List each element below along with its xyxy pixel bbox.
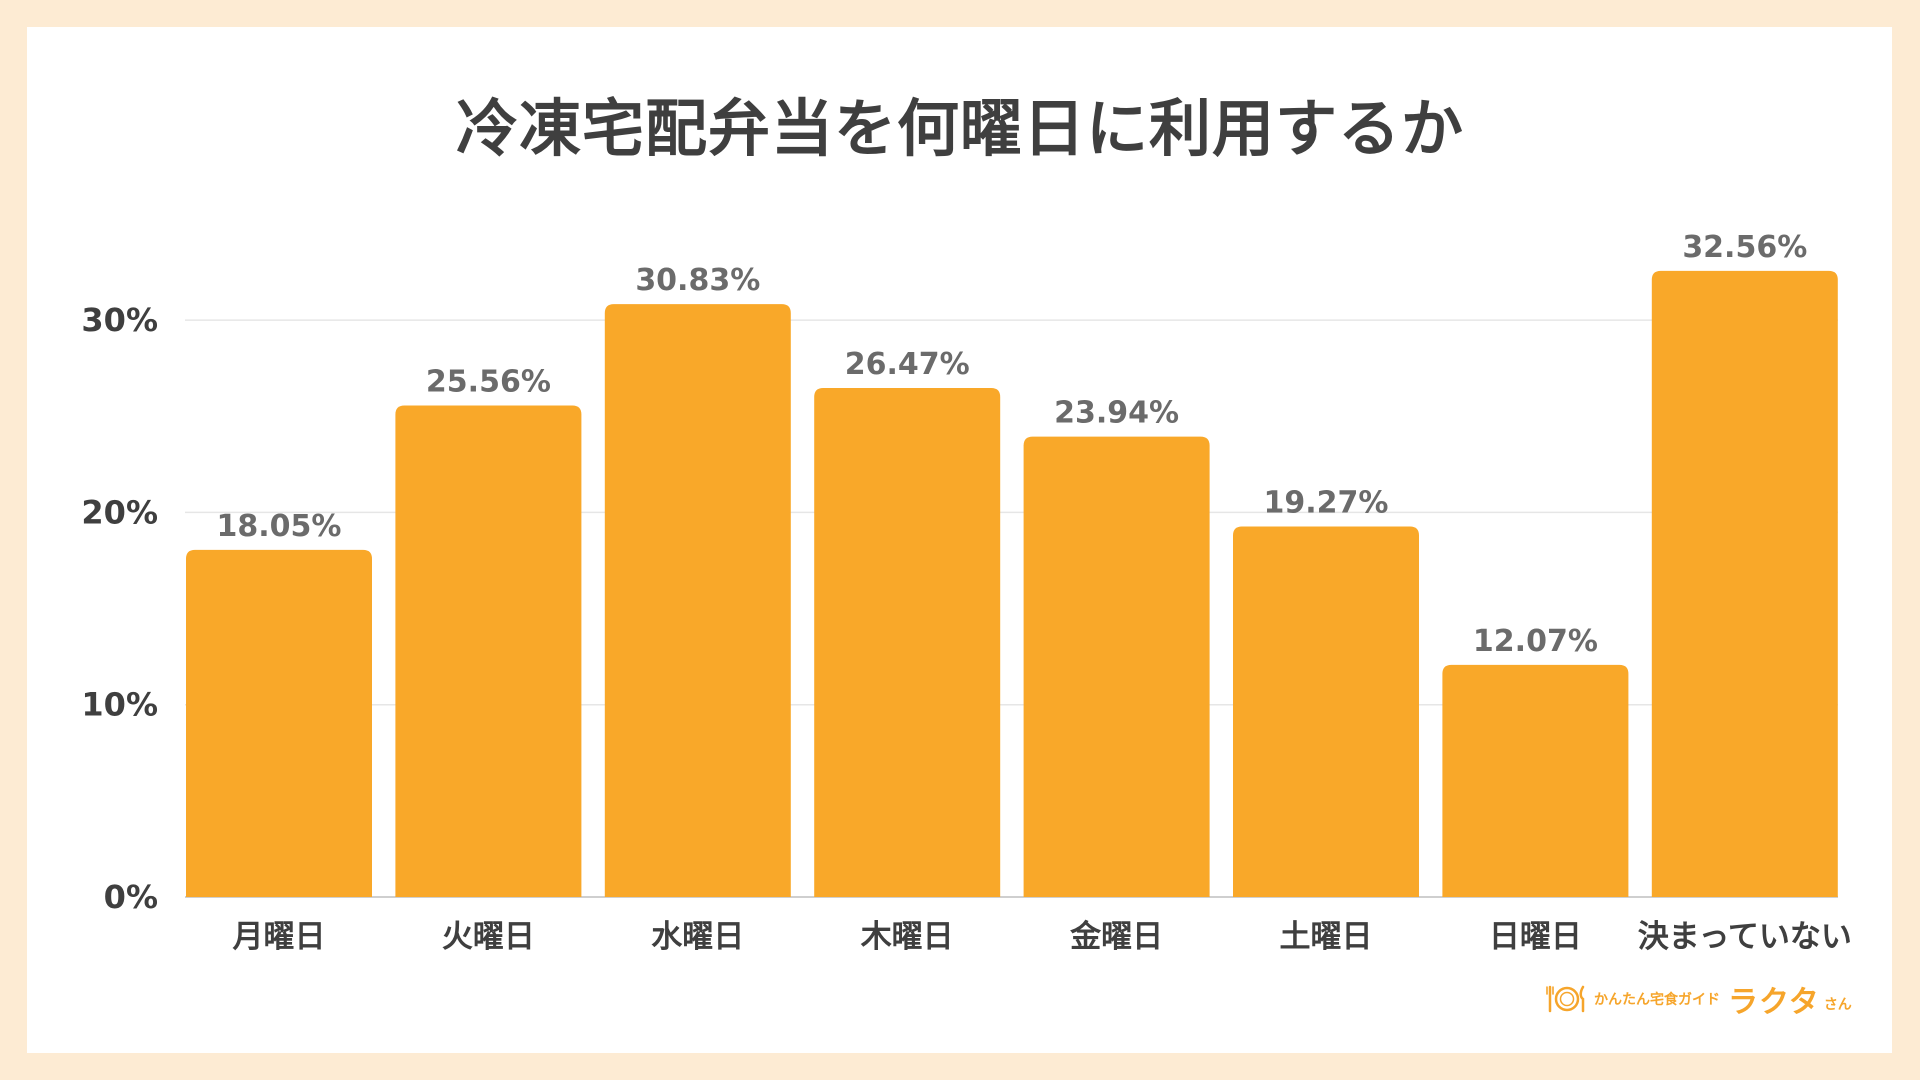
y-axis-ticks: 0% 10% 20% 30% [81, 301, 158, 916]
value-label: 26.47% [845, 347, 970, 382]
bar [395, 405, 582, 897]
plate-cutlery-icon [1546, 985, 1585, 1013]
x-tick-label: 木曜日 [860, 919, 954, 955]
x-tick-label: 水曜日 [651, 919, 744, 955]
x-tick-label: 土曜日 [1280, 919, 1373, 955]
value-label: 12.07% [1473, 624, 1598, 659]
bars [186, 270, 1838, 897]
brand-logo: かんたん宅食ガイド ラクタ さん [1546, 982, 1852, 1020]
value-labels: 18.05% 25.56% 30.83% 26.47% 23.94% 19.27% 12.0… [217, 230, 1808, 659]
x-axis-ticks: 月曜日 火曜日 水曜日 木曜日 金曜日 土曜日 日曜日 決まっていない [233, 919, 1852, 955]
bar [814, 387, 1001, 897]
bar [604, 304, 791, 897]
logo-name: ラクタ [1728, 985, 1820, 1020]
bar [1442, 664, 1629, 897]
value-label: 19.27% [1264, 485, 1389, 520]
chart-title: 冷凍宅配弁当を何曜日に利用するか [455, 92, 1464, 165]
value-label: 18.05% [217, 509, 342, 544]
logo-suffix: さん [1823, 997, 1852, 1013]
x-tick-label: 決まっていない [1638, 919, 1852, 955]
value-label: 30.83% [635, 263, 760, 298]
x-tick-label: 日曜日 [1489, 919, 1582, 955]
value-label: 25.56% [426, 364, 551, 399]
y-tick-label: 10% [81, 686, 158, 724]
bar [1651, 270, 1838, 897]
x-tick-label: 月曜日 [233, 919, 326, 955]
bar [1233, 526, 1419, 897]
y-tick-label: 0% [104, 878, 158, 916]
x-tick-label: 火曜日 [442, 919, 535, 955]
y-tick-label: 30% [81, 301, 158, 339]
bar [1023, 436, 1210, 897]
value-label: 32.56% [1682, 230, 1807, 265]
bar [186, 549, 372, 897]
y-tick-label: 20% [81, 493, 158, 531]
value-label: 23.94% [1054, 396, 1179, 431]
logo-subtitle: かんたん宅食ガイド [1594, 992, 1720, 1008]
x-tick-label: 金曜日 [1069, 919, 1163, 955]
